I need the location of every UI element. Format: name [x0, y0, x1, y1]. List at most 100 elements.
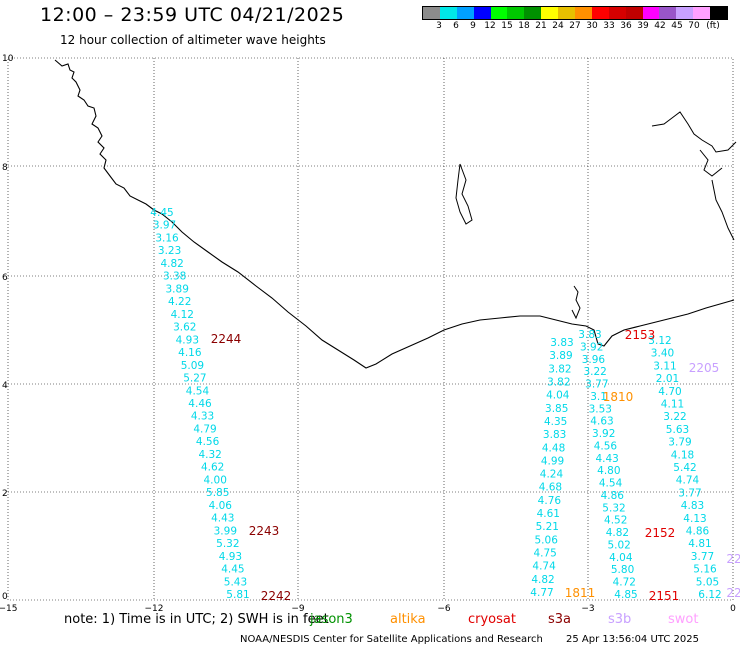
wave-height-label: 5.80	[611, 564, 634, 576]
wave-height-label: 4.04	[546, 390, 570, 402]
wave-height-label: 5.85	[206, 487, 229, 499]
wave-height-label: 2.01	[656, 373, 679, 385]
pass-number-label: 2242	[261, 589, 292, 603]
wave-height-label: 5.32	[602, 502, 625, 514]
color-swatch	[439, 7, 457, 19]
wave-height-label: 5.16	[693, 564, 717, 576]
x-tick-label: −3	[581, 604, 594, 614]
wave-height-label: 3.53	[589, 403, 612, 415]
pass-number-label: 1810	[603, 390, 634, 404]
wave-height-label: 5.63	[666, 424, 689, 436]
wave-height-label: 3.82	[548, 363, 571, 375]
wave-height-label: 3.83	[543, 429, 566, 441]
island	[455, 163, 473, 225]
chart-title: 12:00 – 23:59 UTC 04/21/2025	[40, 4, 345, 26]
wave-height-label: 4.76	[538, 495, 562, 507]
wave-height-label: 5.02	[607, 539, 630, 551]
wave-height-label: 3.83	[578, 329, 601, 341]
wave-height-label: 5.42	[673, 462, 696, 474]
pass-number-label: 2153	[625, 328, 656, 342]
wave-height-label: 3.1	[590, 391, 607, 403]
color-scale-label: 42	[654, 21, 666, 31]
y-tick-label: 2	[2, 489, 8, 499]
color-swatch	[591, 7, 609, 19]
y-tick-label: 6	[2, 273, 8, 283]
pass-number-label: 2152	[645, 526, 676, 540]
wave-height-label: 4.83	[681, 500, 704, 512]
wave-height-label: 4.82	[160, 258, 183, 270]
color-scale-labels: 3 6 9 12 15 18 21 24 27 30 33 36 39 42 45 70 (ft)	[422, 21, 728, 33]
wave-height-label: 3.92	[592, 428, 615, 440]
color-scale-label: 6	[453, 21, 459, 31]
legend-entry-swot: swot	[668, 612, 699, 627]
footer-note: note: 1) Time is in UTC; 2) SWH is in fe…	[64, 612, 329, 627]
color-scale-label: 33	[603, 21, 615, 31]
wave-height-label: 4.04	[609, 552, 633, 564]
color-swatch	[659, 7, 677, 19]
wave-height-label: 4.79	[193, 423, 216, 435]
wave-height-label: 5.81	[226, 589, 249, 601]
color-swatch	[625, 7, 643, 19]
color-scale-label: 15	[501, 21, 513, 31]
color-scale-label: 39	[637, 21, 649, 31]
wave-height-label: 5.21	[536, 521, 559, 533]
credit-line: NOAA/NESDIS Center for Satellite Applica…	[240, 634, 543, 645]
wave-height-label: 4.56	[196, 436, 220, 448]
wave-height-label: 5.27	[183, 373, 206, 385]
wave-height-label: 3.79	[668, 437, 691, 449]
wave-height-label: 4.77	[530, 587, 553, 599]
map-frame	[7, 57, 734, 601]
wave-height-label: 3.22	[663, 411, 686, 423]
satellite-legend: jason3 altika cryosat s3a s3b swot	[0, 612, 740, 628]
wave-height-label: 4.32	[198, 449, 221, 461]
wave-height-label: 4.62	[201, 462, 224, 474]
y-tick-label: 10	[2, 54, 14, 64]
coastline-east	[651, 111, 737, 241]
color-swatch	[558, 7, 576, 19]
wave-height-label: 4.52	[604, 515, 627, 527]
wave-height-label: 3.77	[678, 487, 701, 499]
wave-height-label: 4.85	[614, 589, 637, 601]
wave-height-label: 3.38	[163, 271, 186, 283]
wave-height-label: 4.93	[219, 551, 242, 563]
wave-height-label: 4.46	[188, 398, 212, 410]
color-swatch	[541, 7, 559, 19]
color-swatch	[490, 7, 508, 19]
wave-height-label: 4.68	[539, 482, 562, 494]
wave-height-label: 4.16	[178, 347, 202, 359]
wave-height-label: 4.80	[597, 465, 620, 477]
pass-number-label: 2205	[689, 361, 720, 375]
pass-number-label: 1811	[565, 586, 596, 600]
color-swatch	[507, 7, 525, 19]
wave-height-label: 3.85	[545, 403, 568, 415]
wave-height-label: 4.75	[533, 548, 556, 560]
wave-height-label: 5.09	[181, 360, 204, 372]
wave-height-label: 4.86	[601, 490, 625, 502]
color-scale-label: (ft)	[706, 21, 720, 31]
color-swatch	[524, 7, 542, 19]
wave-height-label: 4.33	[191, 411, 214, 423]
wave-height-label: 3.23	[158, 245, 181, 257]
wave-height-label: 4.48	[542, 442, 565, 454]
color-scale-bar	[422, 6, 728, 20]
color-scale-label: 70	[688, 21, 700, 31]
color-scale-label: 12	[484, 21, 496, 31]
color-swatch	[423, 7, 440, 19]
color-swatch	[608, 7, 626, 19]
wave-height-label: 3.12	[648, 335, 671, 347]
y-tick-label: 4	[2, 381, 8, 391]
wave-height-label: 4.45	[221, 564, 244, 576]
wave-height-label: 4.35	[544, 416, 567, 428]
wave-height-label: 3.77	[585, 379, 608, 391]
wave-height-label: 4.61	[537, 508, 560, 520]
wave-height-label: 3.11	[653, 360, 676, 372]
legend-entry-cryosat: cryosat	[468, 612, 516, 627]
pass-number-label: 2244	[211, 332, 242, 346]
wave-height-label: 3.83	[550, 337, 573, 349]
pass-number-label: 2243	[249, 524, 280, 538]
x-tick-label: −12	[145, 604, 164, 614]
wave-height-label: 4.22	[168, 296, 191, 308]
timestamp: 25 Apr 13:56:04 UTC 2025	[566, 634, 699, 645]
x-tick-label: −9	[291, 604, 305, 614]
